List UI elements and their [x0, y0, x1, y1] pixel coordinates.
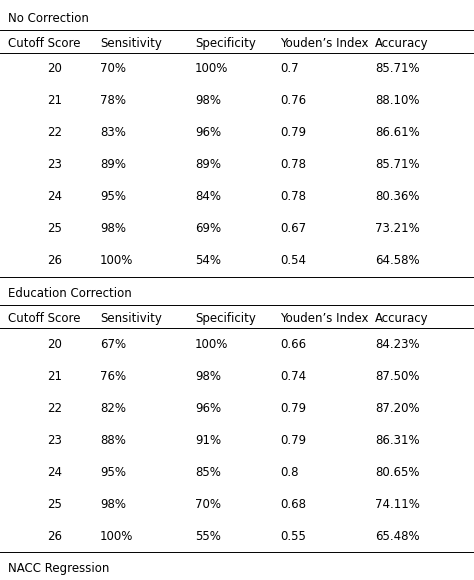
Text: 55%: 55%: [195, 530, 221, 542]
Text: 98%: 98%: [195, 369, 221, 382]
Text: Specificity: Specificity: [195, 311, 256, 325]
Text: 95%: 95%: [100, 466, 126, 478]
Text: 87.20%: 87.20%: [375, 401, 419, 415]
Text: 67%: 67%: [100, 338, 126, 350]
Text: 0.76: 0.76: [280, 95, 306, 107]
Text: 25: 25: [47, 223, 63, 235]
Text: 100%: 100%: [100, 255, 133, 267]
Text: Specificity: Specificity: [195, 37, 256, 50]
Text: 26: 26: [47, 530, 63, 542]
Text: 70%: 70%: [100, 63, 126, 75]
Text: 98%: 98%: [100, 498, 126, 510]
Text: NACC Regression: NACC Regression: [8, 562, 109, 575]
Text: 83%: 83%: [100, 126, 126, 140]
Text: 0.8: 0.8: [280, 466, 299, 478]
Text: 0.66: 0.66: [280, 338, 306, 350]
Text: 0.79: 0.79: [280, 126, 306, 140]
Text: Sensitivity: Sensitivity: [100, 37, 162, 50]
Text: Accuracy: Accuracy: [375, 311, 428, 325]
Text: 82%: 82%: [100, 401, 126, 415]
Text: 20: 20: [47, 338, 63, 350]
Text: Sensitivity: Sensitivity: [100, 311, 162, 325]
Text: 24: 24: [47, 466, 63, 478]
Text: 84.23%: 84.23%: [375, 338, 419, 350]
Text: 0.78: 0.78: [280, 190, 306, 204]
Text: 76%: 76%: [100, 369, 126, 382]
Text: No Correction: No Correction: [8, 12, 89, 26]
Text: 80.65%: 80.65%: [375, 466, 419, 478]
Text: 96%: 96%: [195, 126, 221, 140]
Text: 24: 24: [47, 190, 63, 204]
Text: 69%: 69%: [195, 223, 221, 235]
Text: Cutoff Score: Cutoff Score: [8, 311, 81, 325]
Text: 65.48%: 65.48%: [375, 530, 419, 542]
Text: 91%: 91%: [195, 433, 221, 447]
Text: 88.10%: 88.10%: [375, 95, 419, 107]
Text: 100%: 100%: [100, 530, 133, 542]
Text: 84%: 84%: [195, 190, 221, 204]
Text: 96%: 96%: [195, 401, 221, 415]
Text: 0.79: 0.79: [280, 433, 306, 447]
Text: 86.31%: 86.31%: [375, 433, 419, 447]
Text: 0.79: 0.79: [280, 401, 306, 415]
Text: 85%: 85%: [195, 466, 221, 478]
Text: 54%: 54%: [195, 255, 221, 267]
Text: 98%: 98%: [195, 95, 221, 107]
Text: 22: 22: [47, 401, 63, 415]
Text: 21: 21: [47, 369, 63, 382]
Text: 74.11%: 74.11%: [375, 498, 420, 510]
Text: 98%: 98%: [100, 223, 126, 235]
Text: Accuracy: Accuracy: [375, 37, 428, 50]
Text: 89%: 89%: [195, 158, 221, 172]
Text: 21: 21: [47, 95, 63, 107]
Text: 0.67: 0.67: [280, 223, 306, 235]
Text: 26: 26: [47, 255, 63, 267]
Text: Youden’s Index: Youden’s Index: [280, 37, 368, 50]
Text: 89%: 89%: [100, 158, 126, 172]
Text: 25: 25: [47, 498, 63, 510]
Text: 0.7: 0.7: [280, 63, 299, 75]
Text: 23: 23: [47, 158, 63, 172]
Text: Youden’s Index: Youden’s Index: [280, 311, 368, 325]
Text: 86.61%: 86.61%: [375, 126, 420, 140]
Text: 100%: 100%: [195, 338, 228, 350]
Text: 73.21%: 73.21%: [375, 223, 420, 235]
Text: 85.71%: 85.71%: [375, 158, 419, 172]
Text: 0.55: 0.55: [280, 530, 306, 542]
Text: 70%: 70%: [195, 498, 221, 510]
Text: Education Correction: Education Correction: [8, 287, 132, 300]
Text: 78%: 78%: [100, 95, 126, 107]
Text: 22: 22: [47, 126, 63, 140]
Text: 20: 20: [47, 63, 63, 75]
Text: 100%: 100%: [195, 63, 228, 75]
Text: 80.36%: 80.36%: [375, 190, 419, 204]
Text: 95%: 95%: [100, 190, 126, 204]
Text: Cutoff Score: Cutoff Score: [8, 37, 81, 50]
Text: 64.58%: 64.58%: [375, 255, 419, 267]
Text: 87.50%: 87.50%: [375, 369, 419, 382]
Text: 23: 23: [47, 433, 63, 447]
Text: 0.68: 0.68: [280, 498, 306, 510]
Text: 0.74: 0.74: [280, 369, 306, 382]
Text: 88%: 88%: [100, 433, 126, 447]
Text: 0.78: 0.78: [280, 158, 306, 172]
Text: 85.71%: 85.71%: [375, 63, 419, 75]
Text: 0.54: 0.54: [280, 255, 306, 267]
